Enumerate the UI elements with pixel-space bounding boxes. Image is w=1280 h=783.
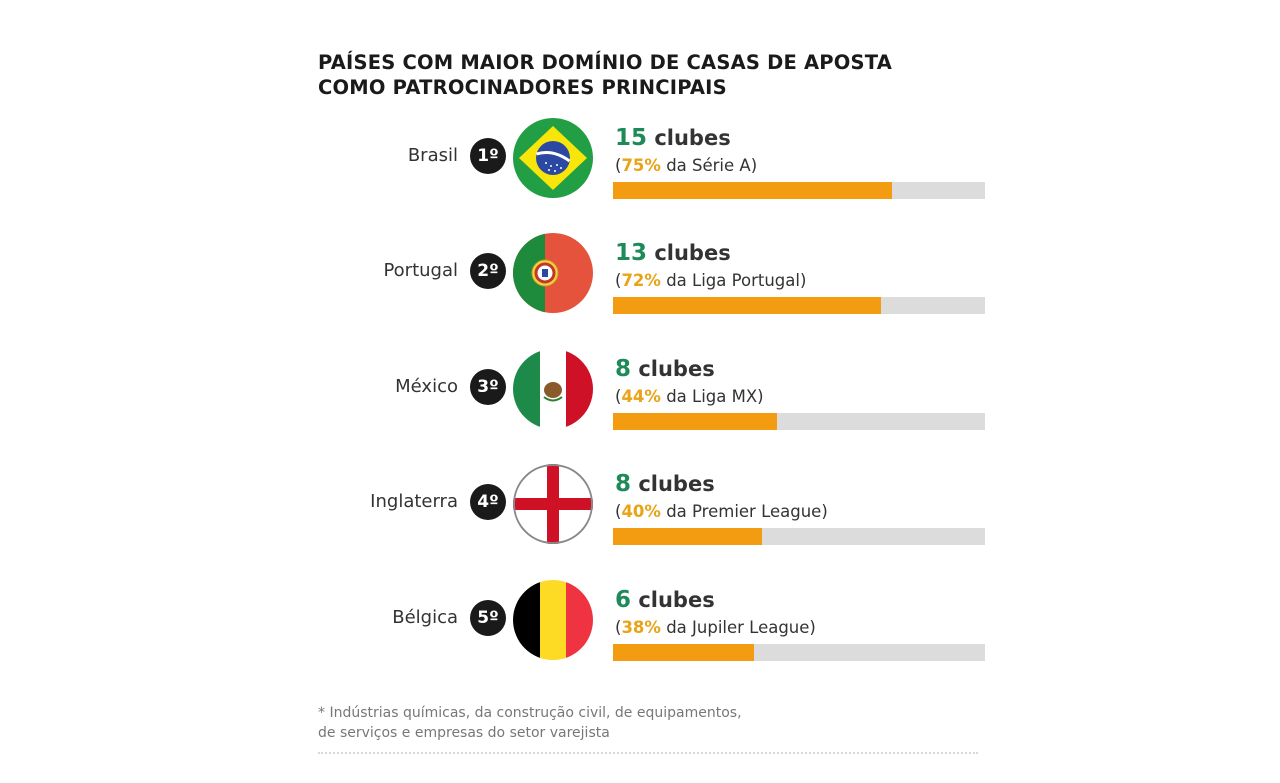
percent-value: 40%: [621, 502, 661, 521]
league-name: da Liga Portugal): [666, 271, 807, 290]
percent-value: 75%: [621, 156, 661, 175]
bar-track: [613, 297, 985, 314]
footnote: * Indústrias químicas, da construção civ…: [318, 703, 838, 743]
bar-fill-belgica: [613, 644, 755, 661]
divider: [318, 752, 978, 754]
league-name: da Jupiler League): [666, 618, 816, 637]
percent-value: 72%: [621, 271, 661, 290]
footnote-line2: de serviços e empresas do setor varejist…: [318, 725, 610, 741]
rank-badge: 2º: [470, 253, 506, 289]
clubs-number: 6: [615, 587, 632, 613]
footnote-line1: * Indústrias químicas, da construção civ…: [318, 705, 742, 721]
bar-fill-mexico: [613, 413, 777, 430]
bar-track: [613, 182, 985, 199]
bar-fill-inglaterra: [613, 528, 762, 545]
chart-title: PAÍSES COM MAIOR DOMÍNIO DE CASAS DE APO…: [318, 50, 1018, 100]
ranking-row-mexico: México 3º 8 clubes (44% da Liga MX): [0, 349, 1280, 454]
percent-value: 38%: [621, 618, 661, 637]
clubs-label: clubes: [638, 588, 715, 612]
clubs-count: 8 clubes: [615, 471, 715, 497]
clubs-count: 6 clubes: [615, 587, 715, 613]
chart-title-line2: COMO PATROCINADORES PRINCIPAIS: [318, 76, 727, 99]
ranking-row-inglaterra: Inglaterra 4º 8 clubes (40% da Premier L…: [0, 464, 1280, 569]
league-name: da Liga MX): [666, 387, 764, 406]
percent-value: 44%: [621, 387, 661, 406]
rank-badge: 1º: [470, 138, 506, 174]
league-share: (75% da Série A): [615, 156, 758, 175]
bar-track: [613, 413, 985, 430]
clubs-label: clubes: [654, 241, 731, 265]
rank-badge: 5º: [470, 600, 506, 636]
clubs-number: 8: [615, 471, 632, 497]
chart-title-line1: PAÍSES COM MAIOR DOMÍNIO DE CASAS DE APO…: [318, 51, 893, 74]
brazil-flag-icon: [513, 118, 593, 198]
league-share: (38% da Jupiler League): [615, 618, 816, 637]
country-name: Brasil: [407, 145, 458, 166]
bar-track: [613, 528, 985, 545]
ranking-row-portugal: Portugal 2º 13 clubes (72% da Liga Portu…: [0, 233, 1280, 338]
portugal-flag-icon: [513, 233, 593, 313]
country-name: Bélgica: [392, 607, 458, 628]
country-name: Portugal: [383, 260, 458, 281]
clubs-label: clubes: [654, 126, 731, 150]
bar-track: [613, 644, 985, 661]
clubs-count: 13 clubes: [615, 240, 731, 266]
league-name: da Premier League): [666, 502, 828, 521]
league-share: (72% da Liga Portugal): [615, 271, 807, 290]
bar-fill-brasil: [613, 182, 892, 199]
bar-fill-portugal: [613, 297, 881, 314]
country-name: Inglaterra: [370, 491, 458, 512]
rank-badge: 4º: [470, 484, 506, 520]
ranking-row-brasil: Brasil 1º 15 clubes (75% da Série A): [0, 118, 1280, 223]
league-share: (40% da Premier League): [615, 502, 828, 521]
england-flag-icon: [513, 464, 593, 544]
clubs-label: clubes: [638, 472, 715, 496]
clubs-number: 8: [615, 356, 632, 382]
clubs-count: 8 clubes: [615, 356, 715, 382]
clubs-number: 13: [615, 240, 648, 266]
mexico-flag-icon: [513, 349, 593, 429]
clubs-number: 15: [615, 125, 648, 151]
ranking-row-belgica: Bélgica 5º 6 clubes (38% da Jupiler Leag…: [0, 580, 1280, 685]
belgium-flag-icon: [513, 580, 593, 660]
league-name: da Série A): [666, 156, 758, 175]
country-name: México: [395, 376, 458, 397]
clubs-label: clubes: [638, 357, 715, 381]
rank-badge: 3º: [470, 369, 506, 405]
league-share: (44% da Liga MX): [615, 387, 764, 406]
clubs-count: 15 clubes: [615, 125, 731, 151]
